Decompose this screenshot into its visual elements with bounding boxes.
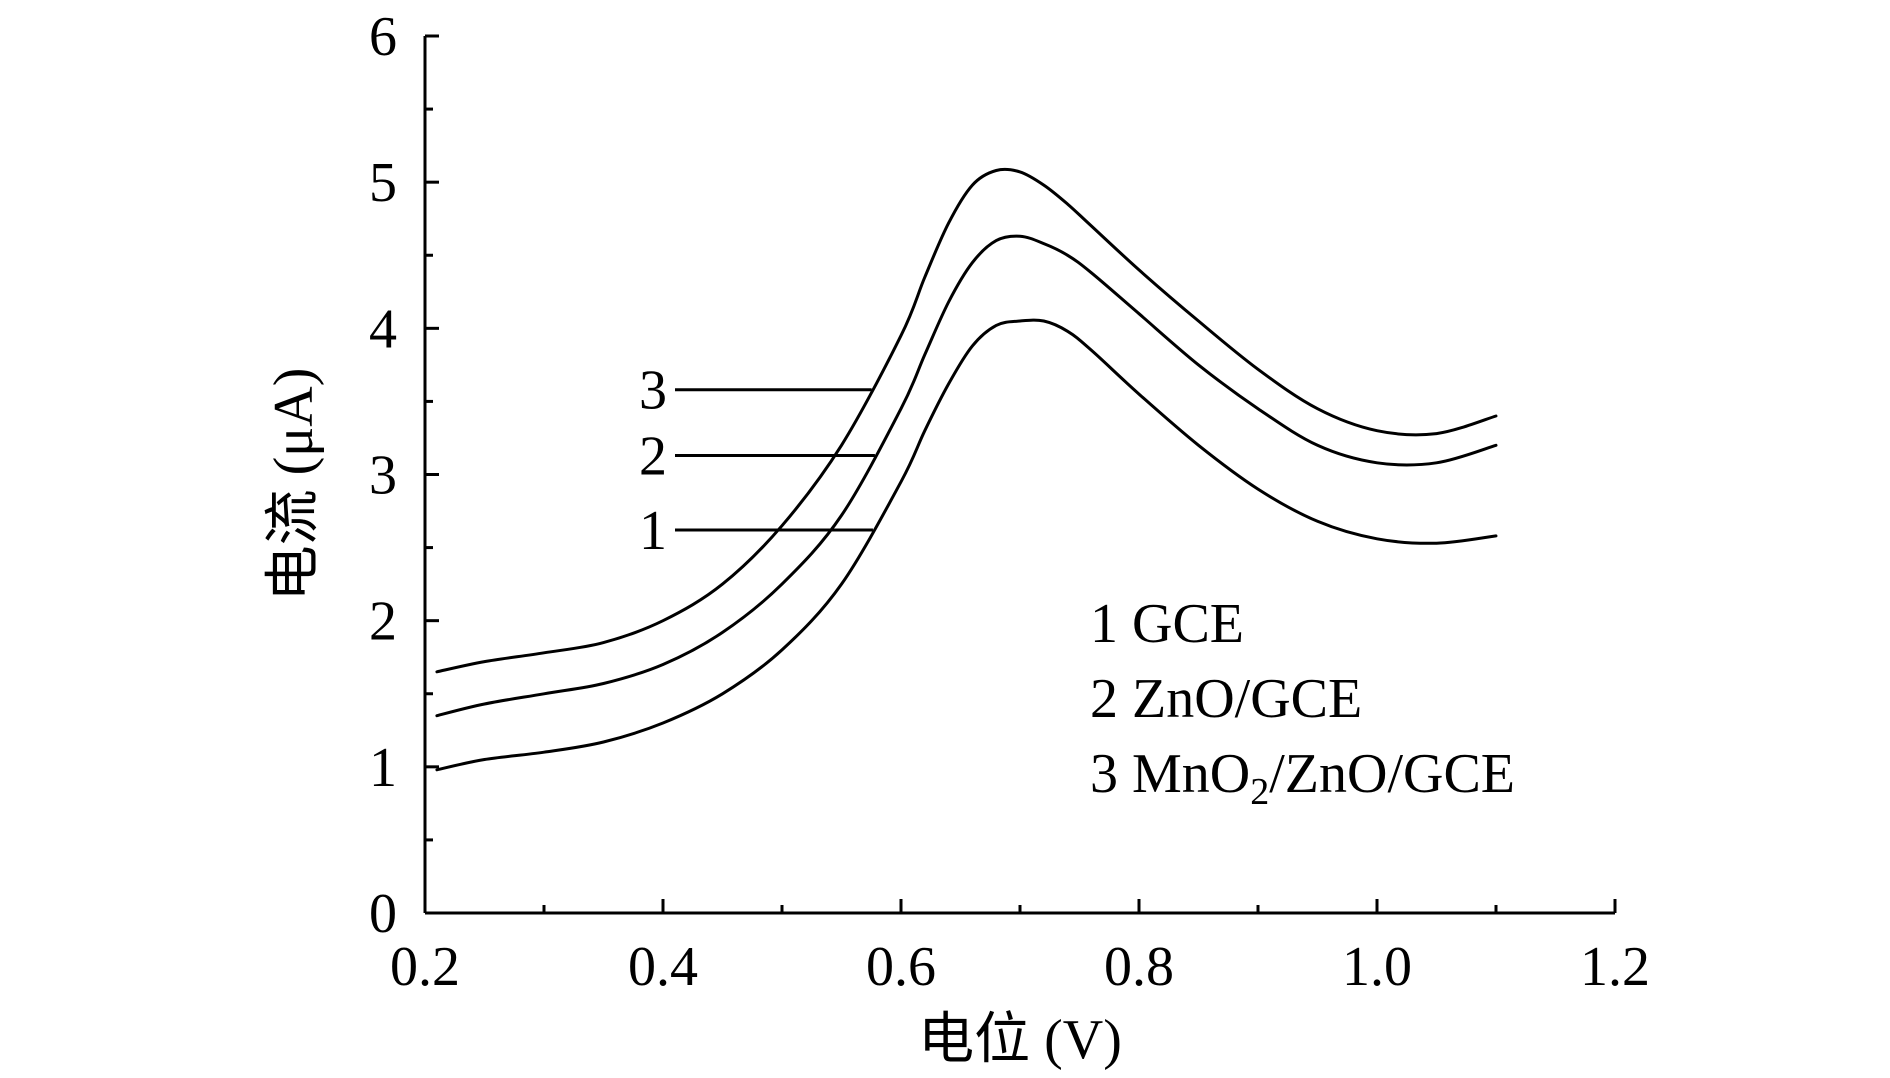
x-tick-label: 0.4 bbox=[628, 936, 698, 998]
y-tick-label: 4 bbox=[369, 298, 397, 360]
y-ticks: 0 1 2 3 4 5 6 bbox=[369, 6, 439, 945]
curve-label: 3 bbox=[639, 360, 667, 422]
y-tick-label: 1 bbox=[369, 737, 397, 799]
y-tick-label: 0 bbox=[369, 883, 397, 945]
y-axis-title: 电流 (μA) bbox=[263, 368, 325, 602]
x-ticks: 0.2 0.4 0.6 0.8 1.0 1.2 bbox=[390, 899, 1650, 998]
x-tick-label: 1.2 bbox=[1580, 936, 1650, 998]
legend-entry: 3 MnO2/ZnO/GCE bbox=[1090, 743, 1515, 813]
series-layer bbox=[435, 167, 1498, 772]
y-tick-label: 6 bbox=[369, 6, 397, 68]
curve-labels: 32 1 bbox=[639, 360, 875, 562]
x-tick-label: 1.0 bbox=[1342, 936, 1412, 998]
x-tick-label: 0.2 bbox=[390, 936, 460, 998]
series-line-2 bbox=[435, 234, 1498, 718]
legend-entry: 1 GCE bbox=[1090, 593, 1244, 655]
x-tick-label: 0.6 bbox=[866, 936, 936, 998]
series-line-3 bbox=[435, 167, 1498, 674]
y-tick-label: 2 bbox=[369, 591, 397, 653]
x-axis-title: 电位 (V) bbox=[918, 1009, 1122, 1071]
legend: 1 GCE 2 ZnO/GCE 3 MnO2/ZnO/GCE bbox=[1090, 593, 1515, 813]
x-tick-label: 0.8 bbox=[1104, 936, 1174, 998]
curve-label: 2 bbox=[639, 425, 667, 487]
y-tick-label: 5 bbox=[369, 152, 397, 214]
series-line-1 bbox=[435, 318, 1498, 772]
curve-label: 1 bbox=[639, 500, 667, 562]
y-tick-label: 3 bbox=[369, 445, 397, 507]
legend-entry: 2 ZnO/GCE bbox=[1090, 668, 1362, 730]
